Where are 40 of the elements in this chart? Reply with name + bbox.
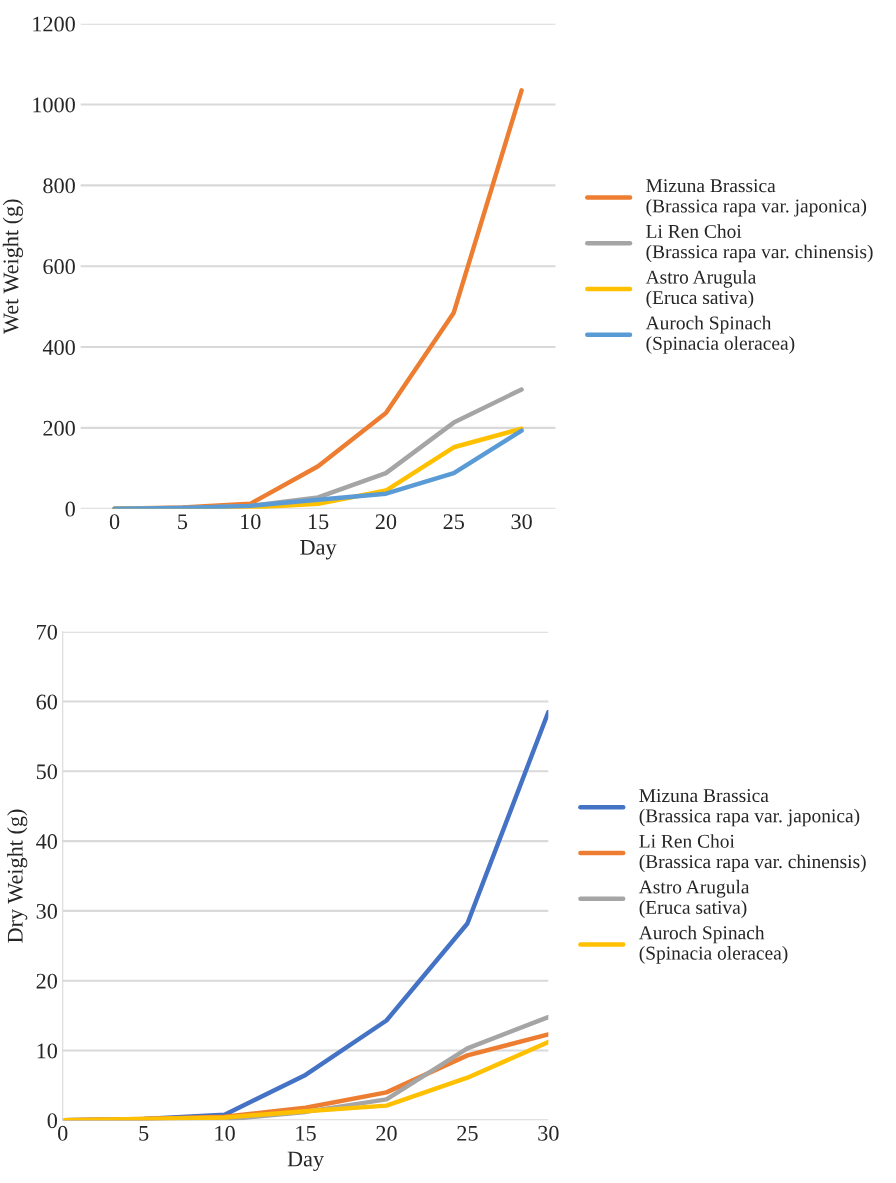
legend-label: Mizuna Brassica (Brassica rapa var. japonica) bbox=[646, 179, 867, 217]
y-axis-title: Wet Weight (g) bbox=[2, 199, 23, 334]
y-tick-label: 0 bbox=[65, 501, 75, 517]
y-tick-label: 10 bbox=[37, 1043, 58, 1059]
x-tick-label: 30 bbox=[511, 514, 532, 530]
x-tick-label: 15 bbox=[296, 1125, 316, 1141]
y-tick-label: 600 bbox=[43, 259, 75, 275]
y-tick-label: 70 bbox=[37, 624, 58, 640]
x-tick-label: 0 bbox=[109, 514, 120, 530]
x-tick-label: 30 bbox=[538, 1125, 559, 1141]
legend-label: Astro Arugula (Eruca sativa) bbox=[638, 879, 750, 918]
y-tick-label: 200 bbox=[43, 420, 75, 436]
y-axis-title: Dry Weight (g) bbox=[7, 809, 28, 943]
x-tick-label: 5 bbox=[139, 1126, 149, 1141]
legend-label: Astro Arugula (Eruca sativa) bbox=[645, 270, 757, 309]
x-tick-label: 5 bbox=[178, 514, 188, 530]
x-tick-label: 20 bbox=[376, 1125, 397, 1141]
y-tick-label: 1000 bbox=[33, 97, 75, 113]
x-tick-label: 20 bbox=[375, 514, 397, 530]
legend-label: Mizuna Brassica (Brassica rapa var. japonica) bbox=[639, 789, 860, 827]
y-tick-label: 40 bbox=[36, 834, 58, 850]
x-tick-label: 25 bbox=[443, 514, 464, 530]
legend-label: Li Ren Choi (Brassica rapa var. chinensis) bbox=[646, 224, 873, 263]
y-tick-label: 400 bbox=[42, 339, 75, 355]
legend-label: Auroch Spinach (Spinacia oleracea) bbox=[645, 315, 795, 354]
y-tick-label: 0 bbox=[47, 1113, 58, 1129]
y-tick-label: 800 bbox=[43, 178, 75, 194]
y-tick-label: 20 bbox=[36, 973, 58, 989]
y-tick-label: 50 bbox=[36, 764, 58, 780]
legend-label: Li Ren Choi (Brassica rapa var. chinensis) bbox=[639, 834, 866, 873]
y-tick-label: 1200 bbox=[33, 16, 75, 32]
x-tick-label: 10 bbox=[241, 514, 261, 530]
y-tick-label: 30 bbox=[36, 903, 58, 919]
x-tick-label: 10 bbox=[215, 1125, 235, 1141]
legend-label: Auroch Spinach (Spinacia oleracea) bbox=[638, 925, 788, 964]
x-tick-label: 25 bbox=[457, 1125, 478, 1141]
y-tick-label: 60 bbox=[36, 694, 58, 710]
x-axis-title: Day bbox=[300, 540, 337, 560]
x-tick-label: 15 bbox=[308, 514, 329, 530]
x-axis-title: Day bbox=[287, 1151, 324, 1172]
